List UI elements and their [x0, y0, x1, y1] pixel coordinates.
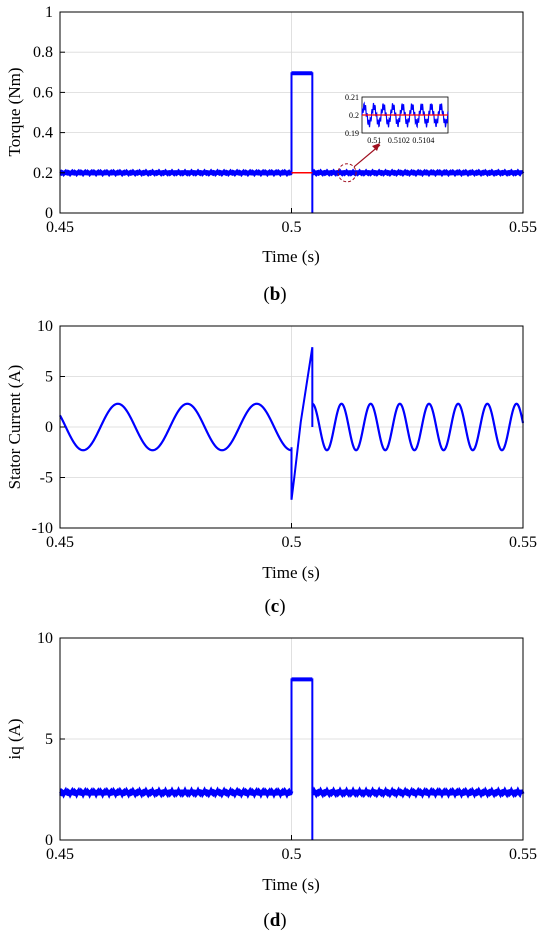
- current-wave-after: [312, 402, 525, 452]
- series-group-c: [59, 347, 525, 500]
- y-tick-label: 10: [37, 318, 53, 335]
- inset-y-tick-label: 0.19: [345, 129, 359, 138]
- inset-x-tick-label: 0.5102: [388, 136, 410, 145]
- inset-x-tick-label: 0.5104: [412, 136, 434, 145]
- y-tick-label: 10: [37, 630, 53, 647]
- y-tick-label: 0.2: [33, 165, 53, 182]
- chart-panel-c: 0.45 0.5 0.55 -10 -5 0 5 10 Time (s) Stator Cur…: [5, 318, 537, 617]
- torque-line-after-step: [311, 168, 525, 178]
- x-tick-label: 0.55: [509, 534, 537, 551]
- x-tick-label: 0.55: [509, 846, 537, 863]
- zoom-marker-circle: [337, 163, 357, 183]
- iq-line-before-step: [59, 786, 294, 799]
- ticks-c: 0.45 0.5 0.55 -10 -5 0 5 10: [32, 318, 537, 551]
- zoom-arrow-head: [372, 143, 380, 151]
- chart-panel-d: 0.45 0.5 0.55 0 5 10 Time (s) iq (A) (d): [5, 630, 537, 931]
- y-axis-label-c: Stator Current (A): [5, 365, 24, 490]
- x-axis-label-b: Time (s): [262, 247, 319, 266]
- x-tick-label: 0.5: [282, 846, 302, 863]
- y-tick-label: 0: [45, 205, 53, 222]
- x-tick-label: 0.55: [509, 219, 537, 236]
- series-group-b: [59, 71, 525, 213]
- y-tick-label: 0.4: [33, 125, 53, 142]
- zoom-inset: 0.51 0.5102 0.5104 0.19 0.2 0.21: [337, 93, 449, 183]
- y-axis-label-b: Torque (Nm): [5, 68, 24, 157]
- inset-x-tick-label: 0.51: [367, 136, 381, 145]
- ticks-d: 0.45 0.5 0.55 0 5 10: [37, 630, 537, 863]
- x-tick-label: 0.45: [46, 846, 74, 863]
- iq-line-after-step: [311, 786, 525, 799]
- current-wave-before: [59, 402, 292, 452]
- x-tick-label: 0.5: [282, 534, 302, 551]
- x-axis-label-c: Time (s): [262, 563, 319, 582]
- ticks-b: 0.45 0.5 0.55 0 0.2 0.4 0.6 0.8 1: [33, 4, 537, 236]
- y-tick-label: -10: [32, 520, 53, 537]
- x-tick-label: 0.5: [282, 219, 302, 236]
- y-tick-label: 0: [45, 419, 53, 436]
- y-tick-label: -5: [40, 470, 53, 487]
- y-tick-label: 0.6: [33, 84, 53, 101]
- y-tick-label: 0: [45, 832, 53, 849]
- panel-label-c: (c): [264, 596, 285, 617]
- current-transient: [290, 347, 314, 500]
- x-tick-label: 0.45: [46, 219, 74, 236]
- inset-ripple-line: [361, 101, 449, 129]
- x-axis-label-d: Time (s): [262, 875, 319, 894]
- y-tick-label: 0.8: [33, 44, 53, 61]
- panel-label-b: (b): [263, 284, 286, 305]
- x-tick-label: 0.45: [46, 534, 74, 551]
- series-group-d: [59, 677, 525, 840]
- chart-panel-b: 0.45 0.5 0.55 0 0.2 0.4 0.6 0.8 1 0.51 0.5102 0.51…: [5, 4, 537, 305]
- y-tick-label: 1: [45, 4, 53, 21]
- panel-label-d: (d): [263, 910, 286, 931]
- torque-line-before-step: [59, 168, 294, 178]
- inset-y-tick-label: 0.2: [349, 111, 359, 120]
- y-tick-label: 5: [45, 731, 53, 748]
- y-tick-label: 5: [45, 369, 53, 386]
- y-axis-label-d: iq (A): [5, 718, 24, 759]
- inset-y-tick-label: 0.21: [345, 93, 359, 102]
